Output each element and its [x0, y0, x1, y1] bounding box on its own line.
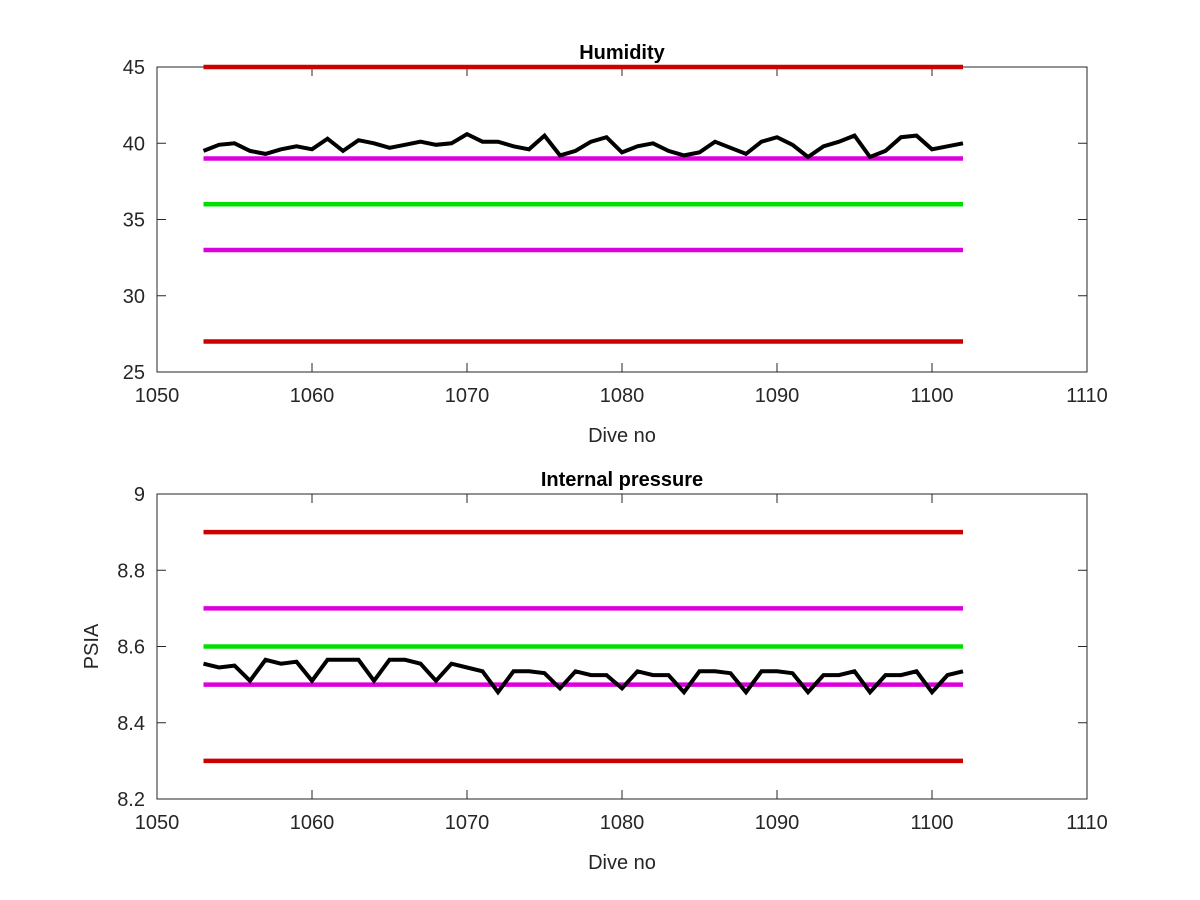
x-tick-label: 1110: [1066, 385, 1108, 407]
x-axis-label: Dive no: [588, 852, 656, 874]
x-tick-label: 1090: [755, 385, 800, 407]
y-axis-label: PSIA: [81, 623, 103, 669]
x-tick-label: 1070: [445, 385, 490, 407]
humidity-panel: 1050 1060 1070 1080 1090 1100 1110 25 30 35 40 45 Hu…: [123, 42, 1108, 447]
x-tick-label: 1100: [910, 385, 953, 407]
x-tick-label: 1060: [290, 812, 335, 834]
y-tick-label: 35: [123, 210, 145, 232]
y-tick-label: 8.4: [117, 713, 145, 735]
x-tick-label: 1090: [755, 812, 800, 834]
x-tick-label: 1080: [600, 812, 645, 834]
x-tick-label: 1050: [135, 812, 180, 834]
x-tick-label: 1080: [600, 385, 645, 407]
plot-area: [156, 66, 1088, 373]
y-tick-label: 25: [123, 362, 145, 384]
y-tick-label: 8.2: [117, 789, 145, 811]
chart-title: Humidity: [579, 42, 665, 64]
data-series-line: [202, 131, 964, 160]
y-tick-label: 9: [134, 484, 145, 506]
y-tick-label: 8.8: [117, 560, 145, 582]
x-tick-label: 1070: [445, 812, 490, 834]
y-tick-label: 45: [123, 57, 145, 79]
x-axis-label: Dive no: [588, 425, 656, 447]
x-tick-label: 1050: [135, 385, 180, 407]
data-series-line: [203, 657, 964, 696]
y-tick-label: 40: [123, 133, 145, 155]
y-tick-label: 30: [123, 286, 145, 308]
x-tick-label: 1110: [1066, 812, 1108, 834]
x-tick-label: 1100: [910, 812, 953, 834]
x-tick-label: 1060: [290, 385, 335, 407]
y-tick-label: 8.6: [117, 637, 145, 659]
internal-pressure-panel: 1050 1060 1070 1080 1090 1100 1110 8.2 8.4 8.6 8.8…: [81, 469, 1108, 874]
chart-title: Internal pressure: [541, 469, 703, 491]
